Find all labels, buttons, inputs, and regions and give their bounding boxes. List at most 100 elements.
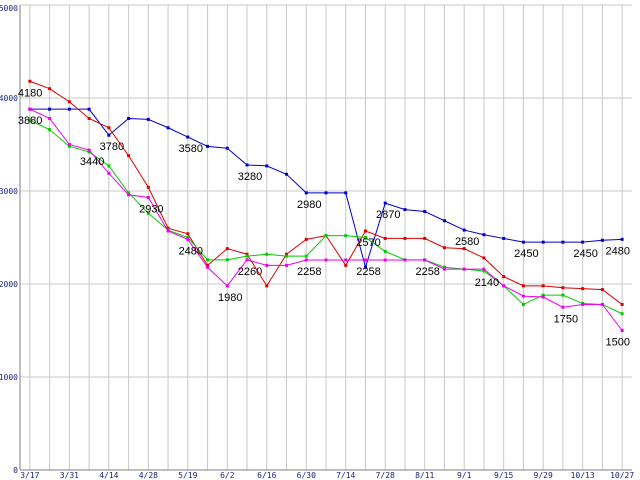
x-tick-label: 6/30 [297, 471, 316, 480]
series-point-3 [541, 293, 545, 297]
series-point-2 [225, 247, 229, 251]
series-point-1 [383, 201, 387, 205]
series-point-2 [206, 263, 210, 267]
series-point-1 [521, 240, 525, 244]
x-tick-label: 5/19 [178, 471, 197, 480]
x-tick-label: 9/1 [457, 471, 472, 480]
data-label: 3780 [100, 141, 124, 153]
series-point-4 [620, 329, 624, 332]
series-point-2 [502, 275, 506, 279]
series-point-3 [324, 234, 328, 238]
series-point-2 [48, 87, 52, 91]
data-label: 2260 [238, 266, 262, 278]
series-point-2 [28, 79, 32, 83]
series-point-2 [107, 126, 111, 130]
data-label: 2258 [356, 266, 380, 278]
series-point-2 [482, 256, 486, 260]
series-point-3 [107, 164, 111, 168]
series-point-1 [107, 133, 111, 137]
series-point-3 [265, 252, 269, 256]
series-point-2 [186, 232, 190, 236]
series-point-1 [304, 191, 308, 195]
series-point-4 [28, 107, 32, 111]
series-point-4 [324, 258, 328, 262]
series-point-1 [265, 164, 269, 168]
series-point-3 [521, 302, 525, 306]
data-label-layer: 4180 3880 3780 3440 3580 3280 2980 2930 2480 2260… [18, 87, 630, 348]
series-point-3 [285, 254, 289, 258]
x-tick-label: 8/11 [415, 471, 434, 480]
series-point-4 [87, 148, 91, 152]
series-point-2 [87, 116, 91, 120]
series-point-2 [600, 288, 604, 292]
series-point-4 [107, 171, 111, 175]
series-point-1 [502, 236, 506, 240]
x-tick-label: 3/31 [60, 471, 79, 480]
y-tick-label: 4000 [0, 94, 18, 103]
series-point-3 [304, 254, 308, 258]
series-point-2 [166, 226, 170, 230]
data-label: 1500 [606, 337, 630, 349]
series-point-3 [225, 258, 229, 262]
series-point-3 [245, 254, 249, 258]
series-point-1 [462, 228, 466, 232]
series-point-4 [403, 258, 407, 262]
data-label: 2580 [455, 236, 479, 248]
x-tick-label: 6/2 [220, 471, 235, 480]
series-point-1 [245, 163, 249, 167]
x-tick-label: 6/16 [257, 471, 276, 480]
data-label: 1980 [218, 292, 242, 304]
data-label: 2450 [573, 248, 597, 260]
series-point-1 [48, 107, 52, 111]
series-point-4 [600, 302, 604, 306]
data-label: 3280 [238, 171, 262, 183]
data-label: 2570 [356, 237, 380, 249]
series-point-3 [482, 269, 486, 273]
series-point-1 [620, 237, 624, 241]
data-label: 2140 [475, 277, 499, 289]
series-point-2 [442, 246, 446, 250]
y-tick-label: 3000 [0, 187, 18, 196]
series-point-1 [186, 135, 190, 139]
series-point-2 [423, 236, 427, 240]
series-point-2 [304, 237, 308, 241]
x-tick-label: 10/13 [571, 471, 595, 480]
series-point-4 [462, 267, 466, 271]
x-tick-label: 4/14 [99, 471, 118, 480]
series-point-2 [581, 287, 585, 291]
axis-lines [19, 5, 632, 471]
series-point-2 [561, 286, 565, 290]
series-point-3 [67, 144, 71, 148]
series-point-1 [403, 208, 407, 212]
series-point-4 [344, 258, 348, 262]
y-axis-tick-labels: 0 1000 2000 3000 4000 5000 [0, 4, 18, 475]
data-label: 2480 [606, 245, 630, 257]
series-point-4 [225, 284, 229, 288]
series-point-4 [521, 294, 525, 298]
series-point-3 [206, 258, 210, 262]
series-point-3 [363, 236, 367, 239]
series-point-4 [363, 258, 367, 262]
series-point-3 [344, 234, 348, 238]
series-point-3 [87, 150, 91, 154]
series-point-2 [245, 252, 249, 256]
series-point-1 [541, 240, 545, 244]
series-point-2 [620, 302, 624, 306]
series-point-2 [344, 263, 348, 267]
series-point-1 [285, 172, 289, 176]
series-point-4 [541, 295, 545, 299]
series-point-1 [482, 233, 486, 237]
x-tick-label: 7/14 [336, 471, 355, 480]
series-point-4 [206, 265, 210, 269]
series-point-1 [581, 240, 585, 244]
series-point-1 [127, 116, 131, 120]
series-point-1 [324, 191, 328, 195]
series-point-2 [541, 284, 545, 288]
y-tick-label: 2000 [0, 280, 18, 289]
data-label: 3880 [18, 115, 42, 127]
x-tick-label: 7/28 [376, 471, 395, 480]
series-point-4 [285, 263, 289, 267]
series-point-1 [344, 191, 348, 195]
series-point-2 [285, 252, 289, 256]
